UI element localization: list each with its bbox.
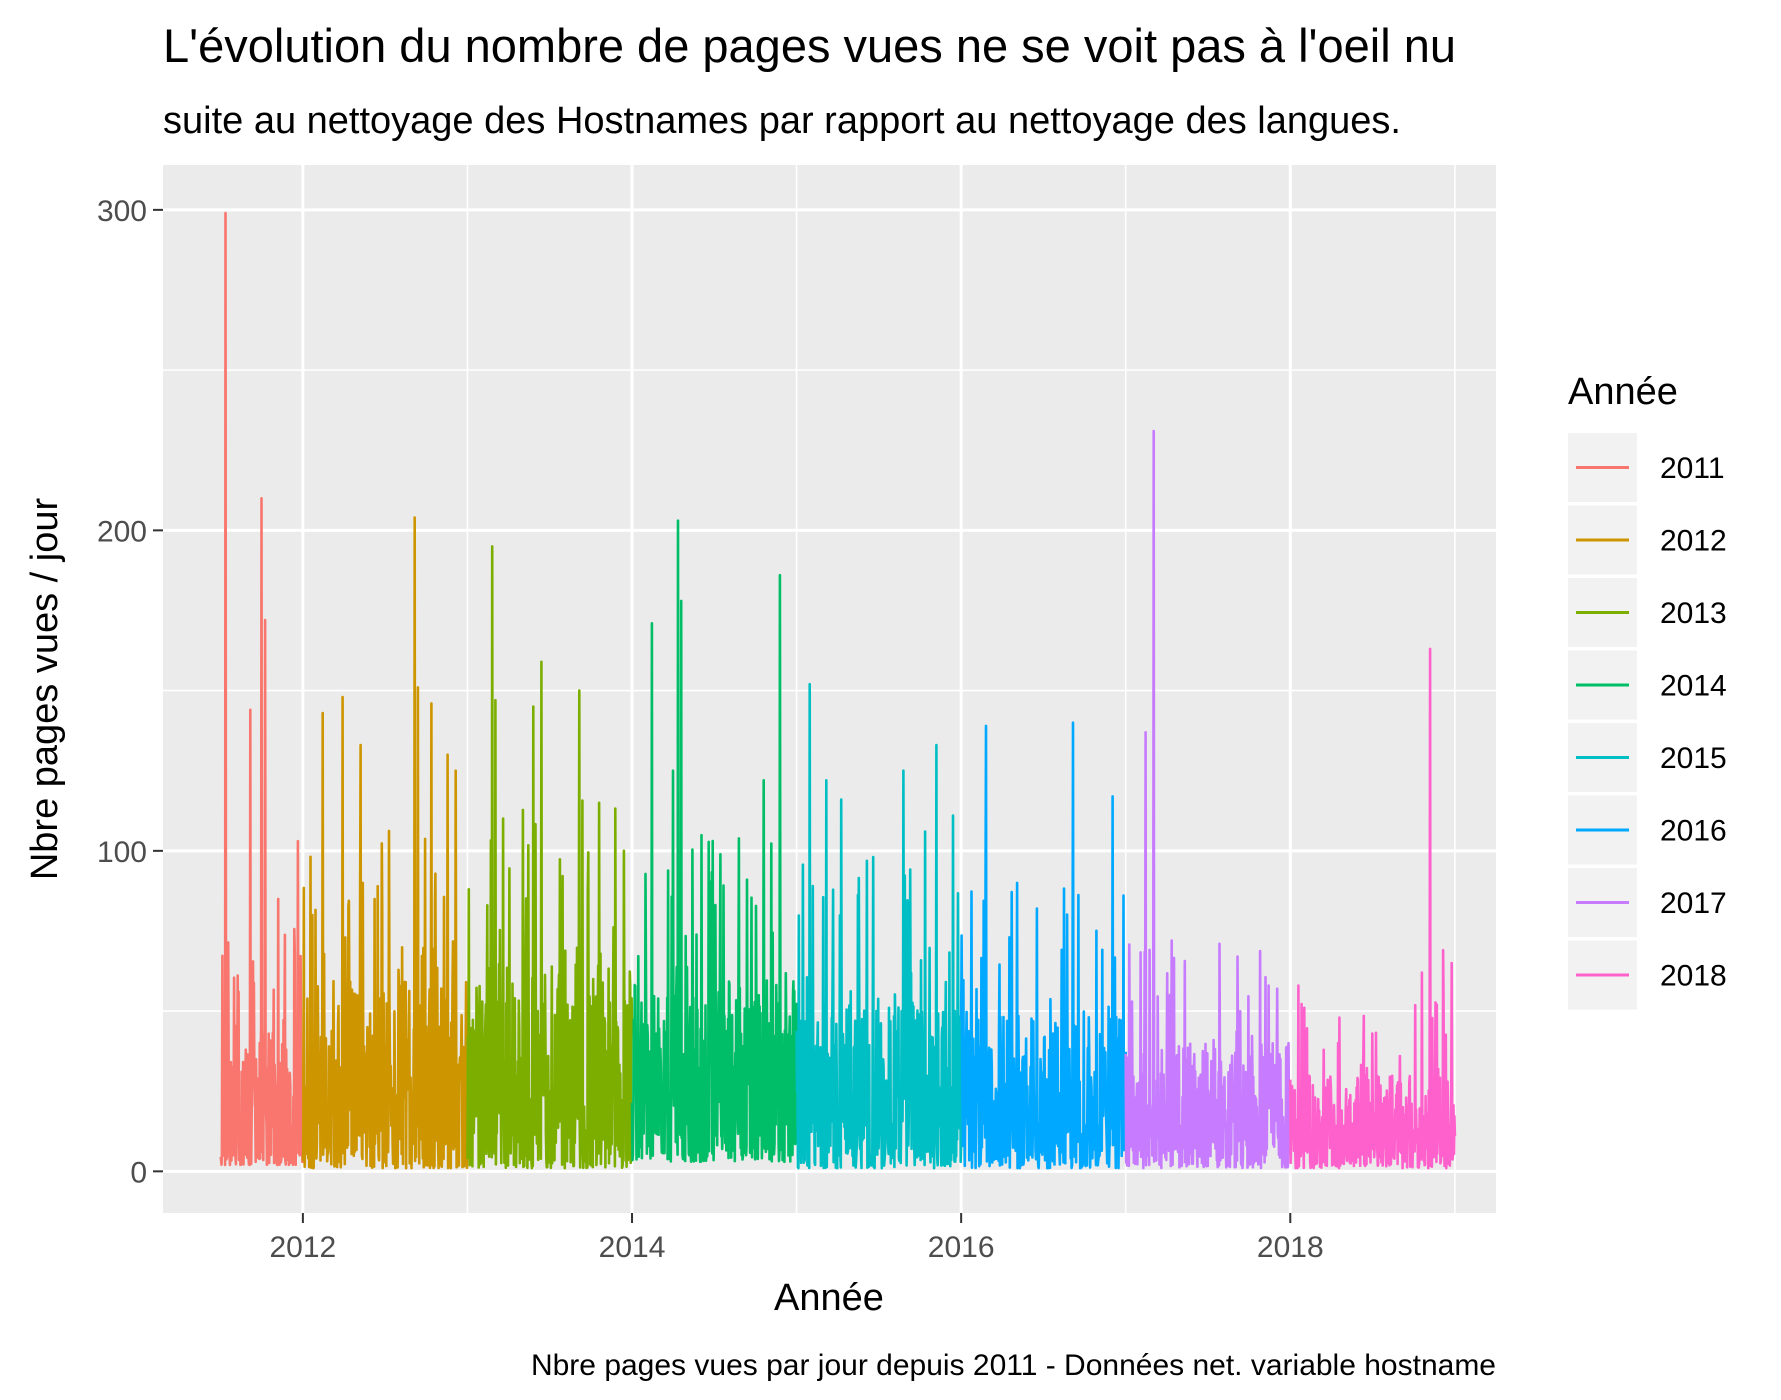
x-tick-label: 2016	[928, 1231, 995, 1264]
y-axis: 0 100 200 300	[97, 195, 163, 1189]
chart-caption: Nbre pages vues par jour depuis 2011 - D…	[531, 1349, 1496, 1382]
x-tick-label: 2018	[1257, 1231, 1324, 1264]
series-lines	[219, 211, 1457, 1170]
x-axis-title: Année	[774, 1277, 884, 1319]
series-line-2018	[1289, 647, 1457, 1170]
x-tick-label: 2012	[270, 1231, 337, 1264]
series-line-2012	[301, 516, 469, 1170]
series-line-2011	[219, 211, 305, 1167]
legend-label-2012: 2012	[1660, 525, 1727, 558]
x-axis: 2012 2014 2016 2018	[270, 1213, 1324, 1264]
series-line-2017	[1124, 429, 1292, 1170]
series-line-2014	[630, 519, 798, 1163]
y-tick-label: 200	[97, 515, 147, 548]
chart-title: L'évolution du nombre de pages vues ne s…	[163, 19, 1456, 72]
y-axis-title: Nbre pages vues / jour	[24, 497, 66, 880]
legend-label-2017: 2017	[1660, 887, 1727, 920]
legend: 2011 2012 2013 2014 2015 2016 2017 2018	[1568, 433, 1727, 1010]
y-tick-label: 0	[130, 1156, 147, 1189]
legend-label-2011: 2011	[1660, 452, 1725, 485]
legend-label-2018: 2018	[1660, 960, 1727, 993]
legend-label-2013: 2013	[1660, 597, 1727, 630]
y-tick-label: 100	[97, 836, 147, 869]
legend-label-2016: 2016	[1660, 815, 1727, 848]
legend-label-2015: 2015	[1660, 742, 1727, 775]
series-line-2016	[959, 721, 1127, 1170]
y-tick-label: 300	[97, 195, 147, 228]
minor-gridlines	[163, 165, 1496, 1213]
series-line-2013	[466, 545, 634, 1170]
x-tick-label: 2014	[599, 1231, 666, 1264]
legend-title: Année	[1568, 371, 1678, 413]
legend-label-2014: 2014	[1660, 670, 1727, 703]
series-line-2015	[795, 682, 963, 1170]
chart-subtitle: suite au nettoyage des Hostnames par rap…	[163, 100, 1401, 142]
plot-panel	[163, 165, 1496, 1213]
